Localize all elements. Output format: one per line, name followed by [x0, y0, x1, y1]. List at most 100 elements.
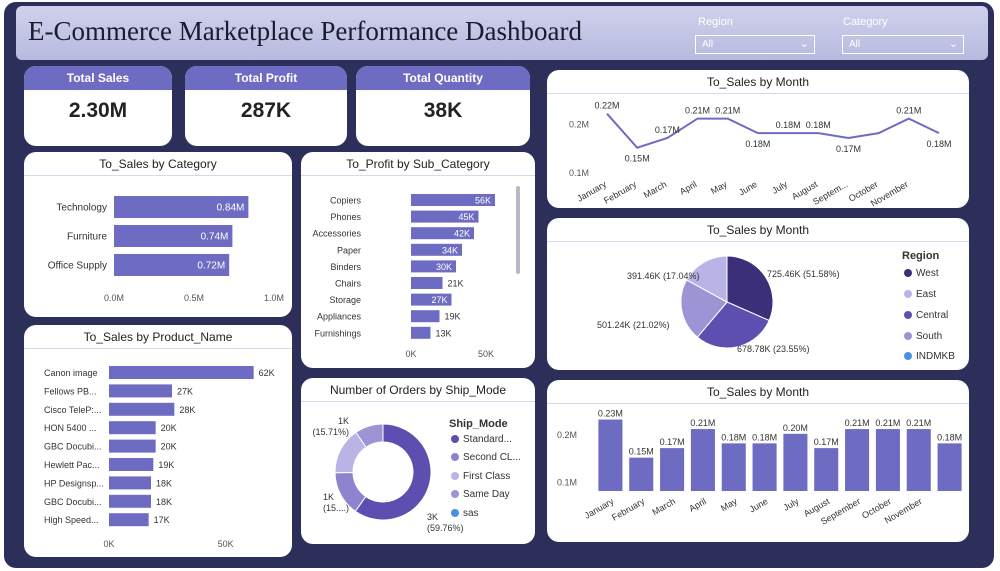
line-chart-svg: 0.2M 0.1M 0.22M 0.15M 0.17M 0.21M 0.21M 0.18M 0.…	[569, 101, 952, 208]
data-label: 0.18M	[926, 139, 951, 149]
kpi-label: Total Quantity	[356, 66, 530, 90]
category-label: Chairs	[335, 279, 362, 289]
legend-item-east[interactable]: East	[904, 289, 936, 300]
legend-dot	[904, 311, 912, 319]
bar	[690, 429, 715, 491]
x-tick-label: February	[602, 179, 639, 206]
legend-item-second-class[interactable]: Second CL...	[451, 452, 521, 463]
data-label: 0.17M	[836, 144, 861, 154]
data-label: 0.20M	[783, 423, 808, 433]
legend-item-standard[interactable]: Standard...	[451, 434, 512, 445]
x-tick-label: February	[610, 496, 647, 523]
category-label: Binders	[330, 262, 361, 272]
bar	[109, 439, 156, 453]
category-label: Appliances	[317, 312, 362, 322]
category-bar-svg: Technology 0.84M Furniture 0.74M Office Supp…	[48, 196, 284, 303]
sales-by-month-bar-card[interactable]: To_Sales by Month 0.2M 0.1M 0.23M 0.15M 0.17…	[547, 380, 969, 542]
kpi-card-total-sales[interactable]: Total Sales 2.30M	[24, 66, 172, 146]
category-label: GBC Docubi...	[44, 497, 102, 507]
data-label: 56K	[475, 196, 491, 206]
data-label: 0.18M	[937, 432, 962, 442]
sales-by-month-line-card[interactable]: To_Sales by Month 0.2M 0.1M 0.22M 0.15M 0.17…	[547, 70, 969, 208]
legend-title: Ship_Mode	[449, 418, 508, 430]
bar	[721, 443, 746, 491]
kpi-card-total-quantity[interactable]: Total Quantity 38K	[356, 66, 530, 146]
bar	[114, 196, 249, 218]
sales-by-product-card[interactable]: To_Sales by Product_Name Canon image 62K F…	[24, 325, 292, 557]
bar	[411, 326, 431, 339]
bar	[411, 243, 462, 256]
subcategory-bar-svg: Copiers 56K Phones 45K Accessories 42K Paper 34…	[312, 194, 495, 359]
donut-slice	[355, 423, 384, 448]
bar	[598, 419, 623, 491]
data-label: 0.21M	[906, 418, 931, 428]
category-label: Office Supply	[48, 261, 107, 272]
kpi-value: 287K	[240, 99, 292, 122]
header-bar: E-Commerce Marketplace Performance Dashb…	[16, 6, 988, 60]
category-label: Accessories	[312, 229, 361, 239]
legend-item-west[interactable]: West	[904, 268, 939, 279]
chart-title: To_Sales by Category	[24, 152, 292, 176]
sales-by-category-card[interactable]: To_Sales by Category Technology 0.84M Furn…	[24, 152, 292, 317]
data-label: 0.84M	[217, 203, 245, 214]
data-label: 725.46K (51.58%)	[767, 269, 840, 279]
category-label: Cisco TeleP:...	[44, 405, 101, 415]
category-label: Technology	[56, 203, 107, 214]
legend-item-central[interactable]: Central	[904, 310, 948, 321]
legend-dot	[904, 332, 912, 340]
pie-slice	[696, 301, 770, 349]
data-label: 0.17M	[655, 125, 680, 135]
data-label: (15....)	[323, 503, 349, 513]
bar	[109, 421, 156, 435]
data-label: 27K	[177, 386, 193, 396]
category-dropdown-value: All	[849, 39, 861, 50]
bar	[411, 310, 440, 323]
legend-item-sas[interactable]: sas	[451, 508, 479, 519]
region-pie-svg: 725.46K (51.58%) 678.78K (23.55%) 501.24K …	[597, 255, 840, 354]
legend-item-first-class[interactable]: First Class	[451, 471, 510, 482]
chevron-down-icon: ⌄	[799, 38, 809, 50]
bar	[411, 293, 452, 306]
x-tick-label: 0K	[103, 539, 114, 549]
orders-by-ship-mode-card[interactable]: Number of Orders by Ship_Mode 3K (59.76%)…	[301, 378, 535, 544]
category-label: Copiers	[330, 196, 362, 206]
chevron-down-icon: ⌄	[948, 38, 958, 50]
scrollbar[interactable]	[516, 186, 520, 274]
data-label: 27K	[431, 295, 447, 305]
chart-title: To_Sales by Month	[547, 380, 969, 404]
category-label: Fellows PB...	[44, 386, 97, 396]
data-label: 0.72M	[197, 261, 225, 272]
x-tick-label: April	[678, 179, 699, 197]
region-dropdown[interactable]: All ⌄	[695, 35, 815, 54]
pie-slice	[680, 279, 728, 338]
data-label: 0.21M	[715, 106, 740, 116]
x-tick-label: March	[650, 496, 677, 517]
kpi-card-total-profit[interactable]: Total Profit 287K	[185, 66, 347, 146]
data-label: 20K	[161, 442, 177, 452]
category-dropdown[interactable]: All ⌄	[842, 35, 964, 54]
data-label: 42K	[454, 229, 470, 239]
data-label: 13K	[436, 328, 452, 338]
category-label: High Speed...	[44, 515, 99, 525]
category-label: Furnishings	[314, 328, 361, 338]
bar	[109, 384, 172, 398]
data-label: 0.21M	[690, 418, 715, 428]
y-tick-label: 0.1M	[569, 168, 589, 178]
sales-by-region-pie-card[interactable]: To_Sales by Month 725.46K (51.58%) 678.78…	[547, 218, 969, 370]
chart-title: To_Sales by Product_Name	[24, 325, 292, 349]
profit-by-subcategory-card[interactable]: To_Profit by Sub_Category Copiers 56K Phon…	[301, 152, 535, 368]
legend-dot	[451, 472, 459, 480]
category-label: Storage	[329, 295, 361, 305]
x-tick-label: June	[748, 496, 770, 514]
category-filter-label: Category	[843, 16, 888, 28]
x-tick-label: 50K	[478, 349, 494, 359]
legend-item-indmkb[interactable]: INDMKB	[904, 351, 955, 362]
data-label: 18K	[156, 478, 172, 488]
month-bar-svg: 0.2M 0.1M 0.23M 0.15M 0.17M 0.21M 0.18M 0.18M 0.…	[557, 409, 962, 527]
legend-item-south[interactable]: South	[904, 331, 942, 342]
legend-item-same-day[interactable]: Same Day	[451, 489, 510, 500]
page-title: E-Commerce Marketplace Performance Dashb…	[28, 16, 583, 46]
chart-title: To_Sales by Month	[547, 70, 969, 94]
x-tick-label: May	[709, 179, 729, 196]
x-tick-label: April	[687, 496, 708, 514]
